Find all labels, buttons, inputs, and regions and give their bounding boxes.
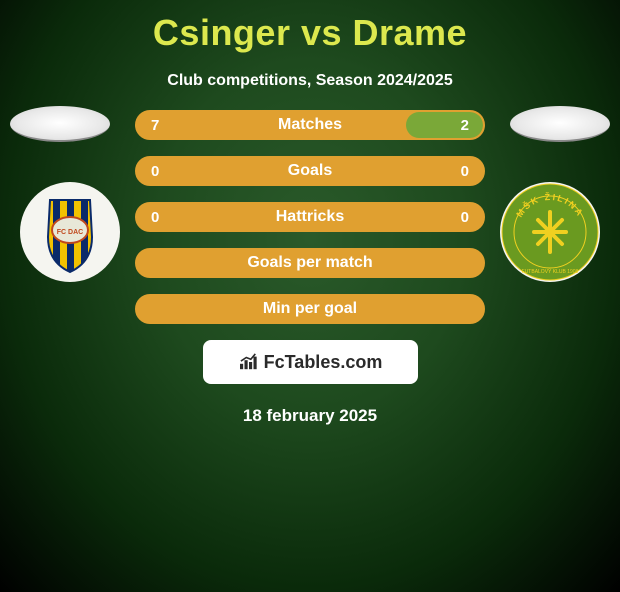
snapshot-date: 18 february 2025 (0, 406, 620, 426)
chart-icon (238, 353, 260, 371)
bar-fill-right (406, 112, 483, 138)
comparison-subtitle: Club competitions, Season 2024/2025 (0, 72, 620, 90)
stat-label: Goals per match (247, 254, 372, 272)
dac-crest-icon: FC DAC (20, 182, 120, 282)
bar-fill-left (137, 112, 406, 138)
stat-value-left: 7 (151, 117, 159, 134)
stat-label: Min per goal (263, 300, 357, 318)
stat-value-right: 2 (461, 117, 469, 134)
stat-row: Goals per match (135, 248, 485, 278)
stat-bars: 7 2 Matches 0 0 Goals 0 0 Hattricks Goals per mat… (135, 110, 485, 324)
team-badge-right: MŠK ŽILINA FUTBALOVÝ KLUB 1908 (500, 182, 600, 282)
brand-box[interactable]: FcTables.com (203, 340, 418, 384)
stat-label: Hattricks (276, 208, 344, 226)
svg-text:FUTBALOVÝ KLUB 1908: FUTBALOVÝ KLUB 1908 (522, 268, 579, 275)
stat-value-right: 0 (461, 163, 469, 180)
zilina-crest-icon: MŠK ŽILINA FUTBALOVÝ KLUB 1908 (500, 182, 600, 282)
player-marker-left (10, 106, 110, 142)
stat-value-right: 0 (461, 209, 469, 226)
brand-text: FcTables.com (264, 352, 383, 373)
comparison-title: Csinger vs Drame (0, 12, 620, 54)
stat-row: Min per goal (135, 294, 485, 324)
stat-row: 0 0 Hattricks (135, 202, 485, 232)
stat-row: 0 0 Goals (135, 156, 485, 186)
player-marker-right (510, 106, 610, 142)
stat-row: 7 2 Matches (135, 110, 485, 140)
svg-text:FC DAC: FC DAC (57, 229, 83, 236)
stat-label: Goals (288, 162, 332, 180)
stat-value-left: 0 (151, 163, 159, 180)
team-badge-left: FC DAC (20, 182, 120, 282)
stat-label: Matches (278, 116, 342, 134)
stat-value-left: 0 (151, 209, 159, 226)
comparison-body: FC DAC MŠK ŽILINA FUTBALOVÝ KLUB 1908 7 2… (0, 110, 620, 426)
